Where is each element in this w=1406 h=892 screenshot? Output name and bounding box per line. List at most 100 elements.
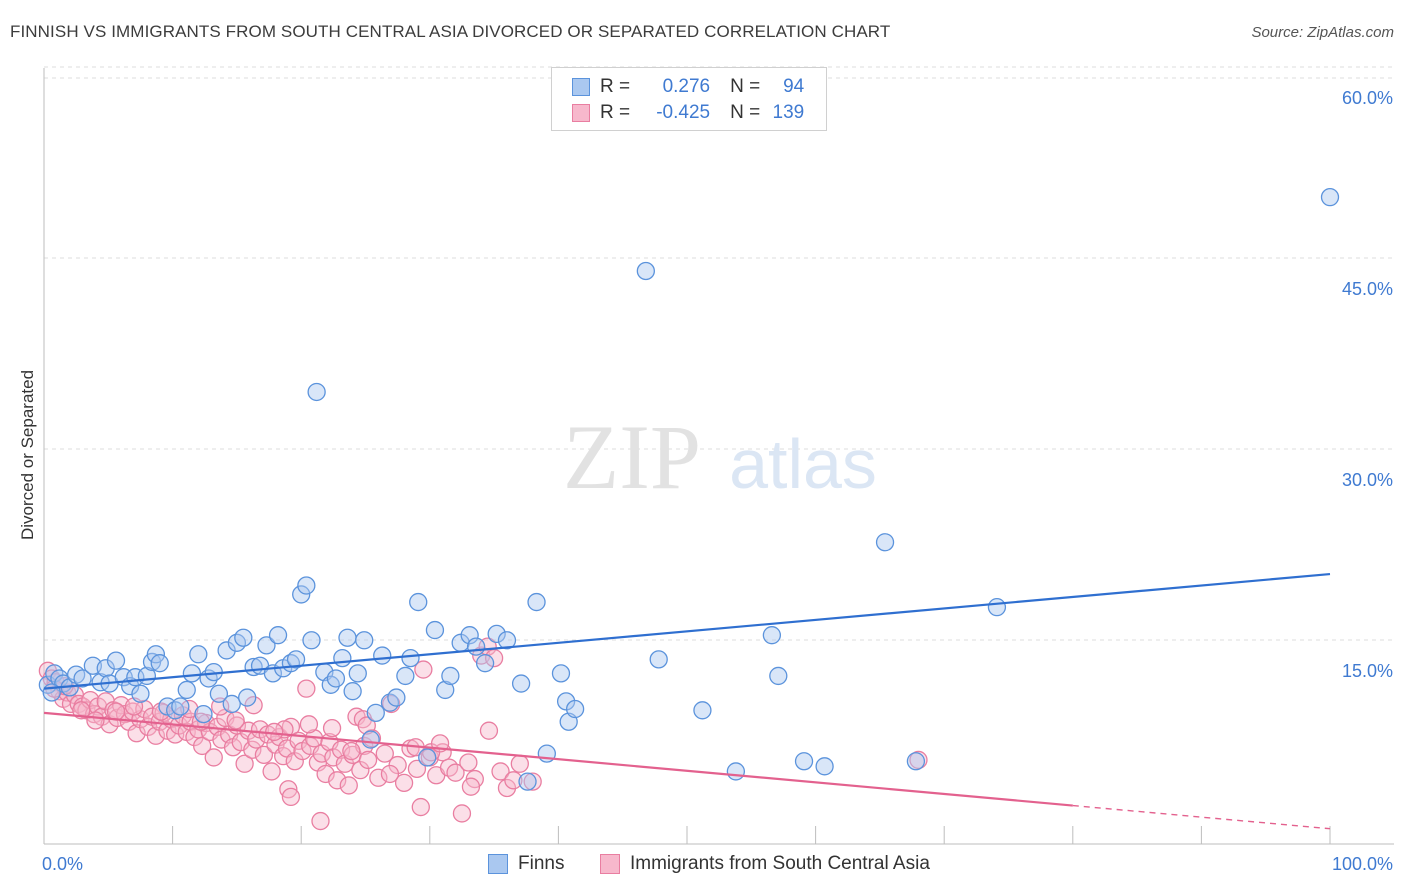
n-value: 94 [783, 76, 805, 97]
legend-item-immigrants[interactable]: Immigrants from South Central Asia [600, 851, 930, 877]
immigrants-point [316, 764, 335, 784]
immigrants-point [394, 773, 414, 793]
finns-point [217, 641, 236, 660]
finns-point [96, 659, 115, 678]
finns-point [425, 620, 445, 640]
legend-label: Finns [518, 853, 565, 874]
finns-point [497, 631, 517, 650]
finns-point [769, 666, 788, 686]
finns-point [441, 666, 460, 686]
immigrants-point [407, 759, 427, 779]
finns-point [307, 382, 326, 402]
r-label: R = [600, 102, 631, 123]
finns-point [222, 694, 241, 714]
immigrants-point [166, 725, 185, 744]
immigrants-point [357, 716, 376, 735]
immigrants-point [243, 740, 262, 759]
finns-point [487, 624, 506, 644]
finns-point [355, 631, 374, 650]
finns-point [106, 651, 126, 670]
y-tick-label: 45.0% [1342, 279, 1393, 299]
finns-point [177, 680, 196, 700]
legend-item-finns[interactable]: Finns [488, 851, 564, 877]
immigrants-point [86, 711, 105, 730]
tick-labels: 15.0% 30.0% 45.0% 60.0% 0.0% 100.0% [42, 88, 1393, 874]
immigrants-point [106, 702, 126, 721]
legend-row-finns: R = 0.276 N = 94 [572, 75, 804, 99]
watermark-zip: ZIP [563, 406, 701, 508]
series-immigrants-points [38, 637, 928, 831]
finns-point [511, 674, 531, 693]
finns-point [194, 704, 213, 724]
y-tick-label: 30.0% [1342, 470, 1393, 490]
immigrants-point [459, 753, 478, 772]
immigrants-swatch [572, 104, 590, 122]
x-tick-label: 0.0% [42, 854, 83, 874]
finns-point [73, 669, 92, 688]
finns-point [565, 699, 585, 719]
immigrants-point [342, 741, 361, 761]
finns-point [693, 701, 712, 720]
finns-point [343, 682, 362, 701]
immigrants-point [358, 750, 378, 770]
immigrants-point [380, 764, 400, 784]
source-label: Source: ZipAtlas.com [1251, 24, 1394, 41]
immigrants-point [411, 797, 430, 817]
finns-point [292, 585, 311, 604]
finns-point [326, 669, 346, 688]
y-tick-label: 15.0% [1342, 661, 1393, 681]
y-tick-label: 60.0% [1342, 88, 1393, 108]
immigrants-point [311, 811, 330, 831]
finns-point [171, 697, 190, 716]
finns-point [551, 664, 571, 683]
legend-row-immigrants: R = -0.425 N = 139 [572, 101, 804, 125]
finns-swatch [572, 78, 590, 96]
correlation-legend: R = 0.276 N = 94 R = -0.425 N = 139 [551, 67, 827, 131]
finns-point [636, 261, 655, 281]
r-value: -0.425 [656, 102, 711, 123]
finns-point [286, 650, 306, 669]
finns-point [527, 592, 546, 612]
immigrants-point [375, 744, 394, 763]
immigrants-point [322, 718, 342, 738]
immigrants-point [146, 726, 166, 745]
immigrants-point [299, 715, 319, 734]
watermark-atlas: atlas [729, 425, 877, 503]
n-label: N = [730, 102, 761, 123]
finns-point [257, 636, 276, 655]
finns-point [815, 757, 834, 776]
finns-point [987, 598, 1007, 617]
finns-point [150, 654, 169, 673]
finns-point [396, 666, 415, 686]
finns-point [418, 748, 437, 767]
immigrants-point [127, 724, 146, 743]
immigrants-point [324, 748, 343, 767]
finns-point [373, 646, 392, 665]
immigrants-point [204, 748, 223, 767]
finns-point [794, 752, 814, 771]
finns-legend-swatch [488, 854, 508, 874]
finns-point [238, 688, 257, 707]
grid-lines [44, 66, 1394, 641]
finns-point [209, 684, 229, 703]
immigrants-point [414, 660, 433, 679]
watermark: ZIP atlas [563, 406, 877, 508]
finns-trend-line [43, 572, 1331, 690]
finns-point [460, 626, 479, 645]
x-tick-label: 100.0% [1332, 854, 1393, 874]
r-label: R = [600, 76, 631, 97]
axes [43, 68, 1394, 845]
finns-point [182, 664, 202, 683]
r-value: 0.276 [662, 76, 711, 97]
finns-point [338, 628, 357, 647]
immigrants-point [297, 679, 316, 698]
finns-point [475, 654, 495, 673]
immigrants-point [461, 777, 481, 796]
finns-point [366, 703, 385, 722]
finns-point [131, 684, 150, 703]
immigrants-point [235, 754, 254, 773]
finns-point [436, 680, 455, 700]
immigrants-point [328, 771, 347, 790]
legend-label: Immigrants from South Central Asia [630, 853, 930, 874]
immigrants-point [281, 787, 301, 807]
